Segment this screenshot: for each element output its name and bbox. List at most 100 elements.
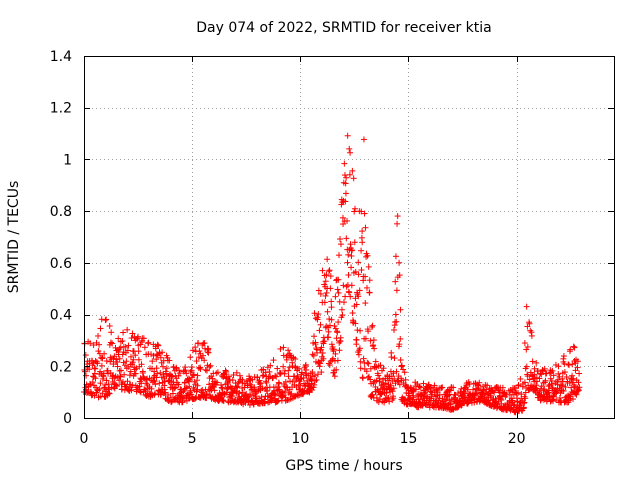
data-point [188,391,195,398]
data-point [94,360,101,367]
x-tick-label: 0 [80,431,89,447]
data-point [280,363,287,370]
data-point [274,365,281,372]
data-point [570,343,577,350]
data-point [575,387,582,394]
data-point [331,373,338,380]
y-tick-label: 1 [63,152,72,168]
data-point [297,382,304,389]
data-point [190,371,197,378]
data-point [296,365,303,372]
data-point [103,316,110,323]
data-point [351,208,358,215]
data-point [395,378,402,385]
data-point [194,377,201,384]
data-point [332,293,339,300]
data-point [271,392,278,399]
data-point [575,379,582,386]
data-point [349,309,356,316]
data-point [346,145,353,152]
data-point [532,382,539,389]
data-point [189,347,196,354]
data-point [533,359,540,366]
data-point [537,397,544,404]
data-point [324,256,331,263]
data-point [391,375,398,382]
data-point [471,399,478,406]
y-tick-label: 1.2 [50,101,72,117]
data-point [327,285,334,292]
data-point [122,343,129,350]
data-point [169,390,176,397]
data-point [342,190,349,197]
data-point [128,335,135,342]
data-point [335,276,342,283]
data-point [523,363,530,370]
data-point [171,385,178,392]
data-point [464,386,471,393]
data-point [153,356,160,363]
data-point [362,300,369,307]
data-point [366,277,373,284]
data-point [522,395,529,402]
data-point [202,366,209,373]
data-point [311,333,318,340]
data-point [358,247,365,254]
data-point [106,390,113,397]
data-point [123,358,130,365]
data-point [135,333,142,340]
data-point [327,273,334,280]
data-point [362,273,369,280]
data-point [445,392,452,399]
data-point [314,371,321,378]
data-point [145,339,152,346]
data-point [102,317,109,324]
plot-frame [84,56,615,419]
data-point [348,264,355,271]
data-point [538,383,545,390]
data-point [346,171,353,178]
data-point [531,371,538,378]
data-point [336,347,343,354]
data-point [236,372,243,379]
data-point [527,369,534,376]
data-point [132,352,139,359]
data-point [562,384,569,391]
data-point [350,175,357,182]
x-axis-label: GPS time / hours [285,458,402,474]
data-point [392,311,399,318]
data-point [576,384,583,391]
data-point [371,364,378,371]
data-point [105,370,112,377]
data-point [518,391,525,398]
data-point [150,377,157,384]
data-point [335,319,342,326]
data-point [130,356,137,363]
data-point [546,394,553,401]
data-point [154,370,161,377]
data-point [223,368,230,375]
data-point [192,344,199,351]
data-point [353,301,360,308]
data-point [302,361,309,368]
data-point [355,259,362,266]
data-point [319,350,326,357]
data-point [360,355,367,362]
data-point [365,360,372,367]
data-point [365,328,372,335]
data-point [248,382,255,389]
data-point [507,407,514,414]
data-point [396,272,403,279]
data-point [347,293,354,300]
data-point [382,380,389,387]
grid [84,56,614,418]
data-point [512,408,519,415]
data-point [233,369,240,376]
data-point [115,335,122,342]
data-point [500,390,507,397]
data-point [106,384,113,391]
data-point [363,368,370,375]
data-point [392,253,399,260]
data-point [540,387,547,394]
data-point [391,355,398,362]
